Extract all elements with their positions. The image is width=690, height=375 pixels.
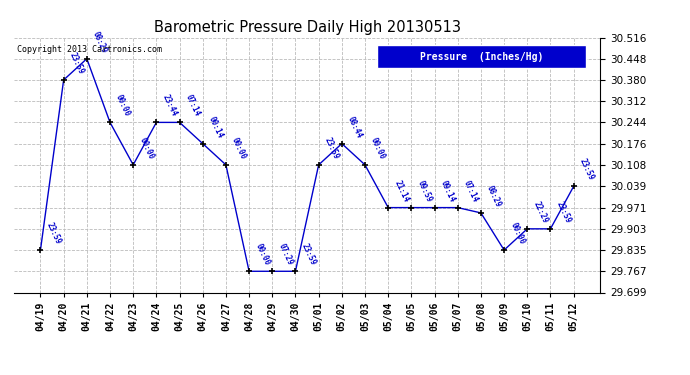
FancyBboxPatch shape [377, 45, 586, 68]
Text: 23:59: 23:59 [299, 242, 317, 267]
Text: Pressure  (Inches/Hg): Pressure (Inches/Hg) [420, 52, 543, 62]
Text: 08:44: 08:44 [346, 115, 364, 140]
Text: 00:00: 00:00 [369, 136, 387, 160]
Text: 09:14: 09:14 [439, 178, 457, 203]
Text: 09:59: 09:59 [415, 178, 433, 203]
Text: 00:00: 00:00 [114, 93, 132, 118]
Text: 21:14: 21:14 [393, 178, 411, 203]
Text: 00:00: 00:00 [230, 136, 248, 160]
Text: 23:59: 23:59 [68, 51, 86, 76]
Text: 22:29: 22:29 [531, 200, 549, 225]
Text: 08:29: 08:29 [91, 30, 109, 54]
Text: 23:59: 23:59 [45, 221, 63, 246]
Text: 08:29: 08:29 [485, 184, 503, 209]
Text: 07:14: 07:14 [184, 93, 201, 118]
Text: 23:59: 23:59 [555, 200, 573, 225]
Text: 23:59: 23:59 [578, 158, 595, 182]
Text: 23:44: 23:44 [161, 93, 179, 118]
Text: 00:00: 00:00 [509, 221, 526, 246]
Text: Copyright 2013 Cartronics.com: Copyright 2013 Cartronics.com [17, 45, 161, 54]
Text: 07:14: 07:14 [462, 178, 480, 203]
Text: 23:59: 23:59 [323, 136, 341, 160]
Title: Barometric Pressure Daily High 20130513: Barometric Pressure Daily High 20130513 [154, 20, 460, 35]
Text: 00:14: 00:14 [207, 115, 225, 140]
Text: 00:00: 00:00 [253, 242, 271, 267]
Text: 00:00: 00:00 [137, 136, 155, 160]
Text: 07:29: 07:29 [277, 242, 295, 267]
